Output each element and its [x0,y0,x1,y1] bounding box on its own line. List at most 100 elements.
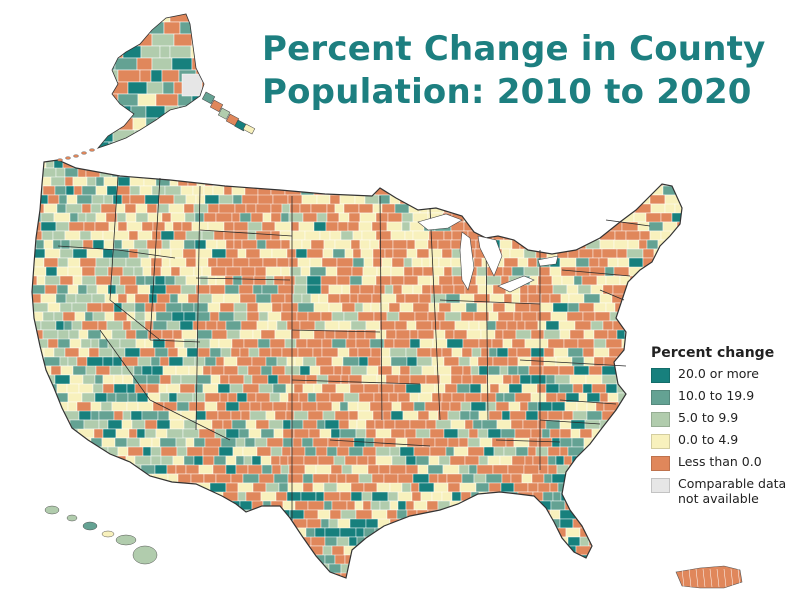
county-cell [569,374,587,385]
county-cell [339,401,349,412]
county-cell [441,248,453,259]
panhandle-segment [201,91,216,105]
county-cell [391,150,401,159]
county-cell [600,527,613,538]
county-cell [453,446,469,457]
county-cell [315,464,332,475]
county-cell [40,293,57,304]
county-cell [134,311,146,322]
borough-cell [202,33,204,47]
county-cell [115,203,126,214]
county-cell [492,464,509,475]
county-cell [626,545,642,565]
county-cell [247,167,258,178]
county-cell [446,338,464,349]
county-cell [482,572,495,578]
county-cell [117,176,131,187]
county-cell [182,356,196,367]
county-cell [327,374,342,385]
county-cell [492,160,507,169]
county-cell [670,527,681,538]
county-cell [235,464,249,475]
county-cell [36,275,46,286]
county-cell [542,185,555,196]
county-cell [427,160,437,169]
county-cell [498,536,514,547]
county-cell [43,491,56,502]
county-cell [78,500,91,511]
county-cell [594,311,611,322]
county-cell [348,419,358,430]
county-cell [599,293,613,304]
borough-cell [145,129,168,143]
county-cell [272,176,282,187]
lake [537,255,559,267]
county-cell [454,320,470,331]
county-cell [310,203,328,214]
county-cell [665,275,681,286]
county-cell [295,176,313,187]
county-cell [51,527,66,538]
county-cell [251,455,262,466]
county-cell [126,401,139,412]
county-cell [489,509,503,520]
county-cell [233,221,249,232]
county-cell [636,284,649,295]
county-cell [492,356,509,367]
county-cell [531,473,545,484]
borough-cell [159,45,171,59]
county-cell [270,293,286,304]
county-cell [532,160,545,169]
county-cell [417,410,430,421]
county-cell [142,266,152,277]
county-cell [530,374,547,385]
borough-cell [188,129,204,143]
county-cell [322,248,334,259]
county-cell [205,320,218,331]
county-cell [673,239,682,250]
county-cell [86,302,103,313]
county-cell [597,536,609,547]
county-cell [154,582,166,596]
borough-cell [98,21,107,35]
county-cell [103,554,118,565]
county-cell [188,401,206,412]
county-cell [304,572,320,578]
state-border [329,439,431,447]
legend-label: Less than 0.0 [678,454,762,469]
county-cell [223,221,235,232]
county-cell [652,554,664,574]
county-cell [166,582,175,591]
county-cell [348,446,364,457]
county-cell [277,527,292,538]
county-cell [252,329,262,340]
county-cell [386,221,403,232]
county-cell [409,365,423,376]
county-cell [552,491,562,502]
county-cell [32,160,44,169]
county-cell [459,536,470,547]
county-cell [331,311,345,322]
county-cell [81,275,97,286]
county-cell [272,383,287,394]
county-cell [331,500,348,511]
borough-cell [98,81,112,95]
county-cell [245,176,261,187]
county-cell [183,311,197,322]
county-cell [370,500,381,511]
county-cell [357,293,373,304]
county-cell [413,500,428,511]
county-cell [404,518,416,538]
county-cell [53,212,71,223]
county-cell [675,284,682,295]
county-cell [559,329,571,340]
county-cell [586,482,602,493]
municipio-border [716,568,720,588]
county-cell [341,302,356,313]
county-cell [660,212,673,223]
county-cell [642,582,650,591]
county-cell [279,582,293,591]
county-cell [229,383,244,394]
county-cell [588,518,600,529]
county-cell [111,275,121,286]
